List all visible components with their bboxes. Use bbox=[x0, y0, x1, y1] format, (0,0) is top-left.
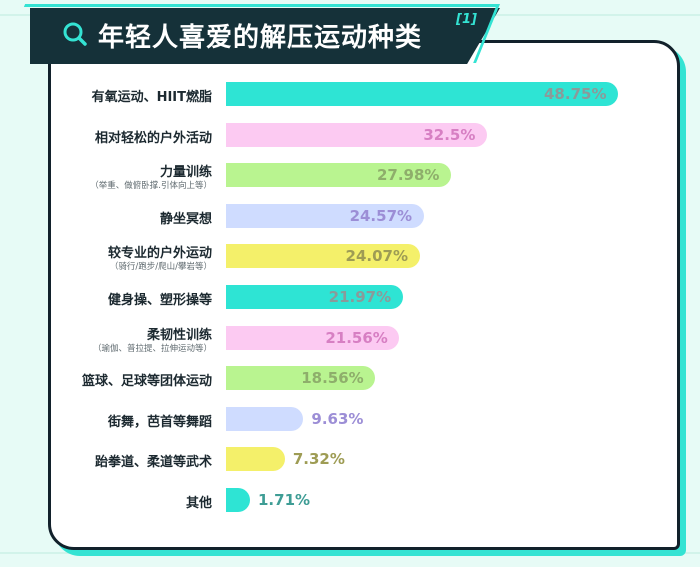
search-icon bbox=[63, 22, 87, 46]
page-title: 年轻人喜爱的解压运动种类 bbox=[98, 23, 423, 53]
title-banner bbox=[30, 8, 500, 64]
chart-card bbox=[48, 40, 680, 550]
reference-marker: [1] bbox=[456, 12, 477, 27]
